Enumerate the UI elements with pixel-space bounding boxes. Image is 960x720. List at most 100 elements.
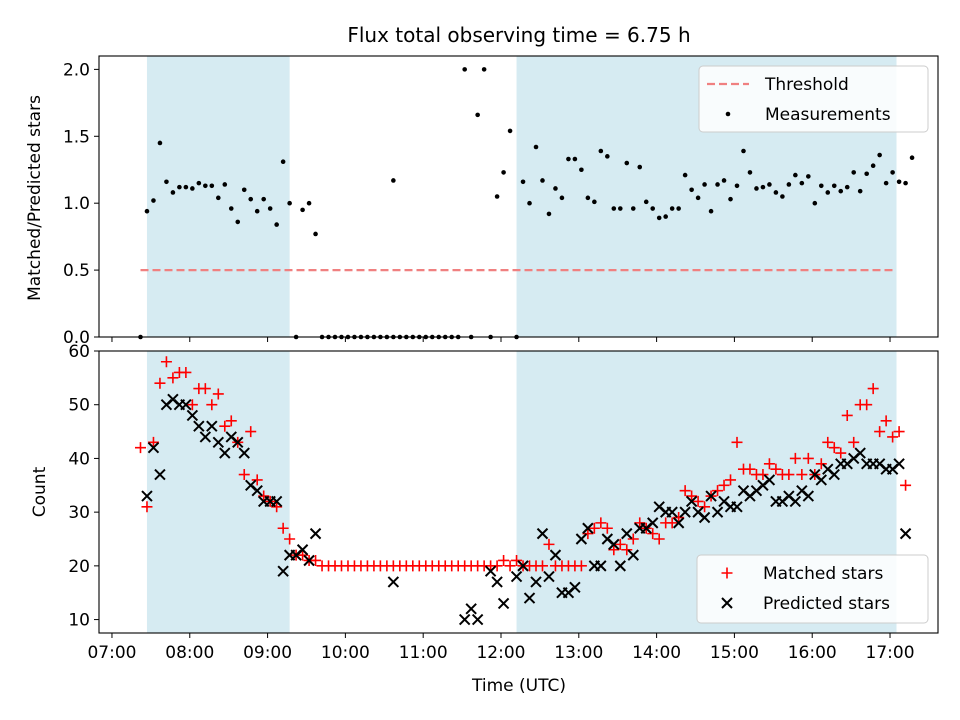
matched-star-point (219, 420, 231, 432)
x-tick-label: 14:00 (632, 643, 681, 663)
chart-title: Flux total observing time = 6.75 h (347, 23, 690, 47)
matched-star-point (238, 469, 250, 481)
matched-star-point (297, 549, 309, 561)
bottom-y-tick-label: 40 (68, 449, 90, 469)
measurement-point (494, 194, 500, 199)
measurement-point (222, 182, 228, 187)
x-tick-label: 09:00 (243, 643, 292, 663)
matched-star-point (271, 501, 283, 513)
top-y-tick-label: 2.0 (63, 60, 90, 80)
measurement-point (280, 159, 286, 165)
matched-star-point (848, 436, 860, 448)
matched-star-point (154, 377, 166, 389)
matched-star-point (627, 533, 639, 545)
matched-star-point (770, 463, 782, 475)
measurement-point (533, 144, 539, 150)
measurement-point (481, 67, 487, 72)
matched-star-point (835, 447, 847, 459)
predicted-star-point (672, 517, 685, 529)
matched-star-point (731, 436, 743, 448)
matched-star-point (206, 399, 218, 411)
measurement-point (228, 206, 234, 211)
predicted-star-point (789, 495, 802, 508)
measurement-point (287, 200, 292, 206)
measurement-point (890, 170, 895, 175)
predicted-star-point (536, 527, 549, 540)
measurement-point (183, 184, 189, 190)
measurement-point (391, 178, 396, 183)
measurement-point (780, 194, 785, 199)
measurement-point (216, 195, 221, 201)
measurement-point (267, 206, 273, 211)
measurement-point (909, 155, 915, 160)
predicted-star-point (154, 468, 166, 481)
predicted-star-point (303, 554, 315, 567)
predicted-star-point (543, 570, 555, 583)
measurement-point (572, 156, 578, 162)
measurement-point (721, 178, 727, 183)
measurement-point (760, 184, 766, 190)
measurement-point (838, 188, 844, 194)
predicted-star-point (569, 581, 581, 594)
matched-star-point (725, 474, 737, 486)
x-tick-label: 10:00 (321, 643, 370, 663)
bottom-panel: 10 20 30 40 50 60 07:00 08:00 09:00 10:00 11:00 12:… (68, 342, 939, 663)
measurement-point (773, 190, 779, 195)
predicted-star-point (854, 447, 866, 459)
measurement-point (235, 219, 241, 225)
matched-star-point (653, 533, 665, 545)
matched-star-point (504, 560, 516, 572)
legend-predicted-label: Predicted stars (763, 594, 890, 614)
predicted-star-point (549, 549, 562, 561)
matched-star-point (861, 399, 873, 411)
top-panel: 0.0 0.5 1.0 1.5 2.0 Threshold Measurements (63, 55, 939, 348)
matched-star-point (543, 538, 555, 550)
measurement-point (656, 215, 662, 221)
matched-star-point (167, 372, 179, 384)
measurement-point (825, 190, 831, 195)
measurement-point (527, 200, 532, 206)
predicted-star-point (731, 501, 743, 513)
matched-star-point (212, 388, 224, 400)
measurement-point (669, 206, 675, 211)
bottom-y-tick-label: 10 (68, 611, 90, 631)
legend-predicted-swatch (721, 597, 733, 609)
measurement-point (754, 186, 759, 191)
predicted-star-point (497, 597, 510, 610)
legend-matched-label: Matched stars (763, 564, 883, 584)
measurement-point (877, 152, 882, 158)
measurement-point (643, 199, 649, 205)
matched-star-point (880, 415, 892, 427)
measurement-point (196, 180, 202, 186)
measurement-point (501, 170, 506, 175)
measurement-point (702, 182, 707, 187)
top-y-tick-label: 1.0 (63, 194, 90, 214)
measurement-point (870, 163, 876, 169)
matched-star-point (796, 469, 808, 481)
measurement-point (844, 184, 850, 190)
matched-star-point (673, 512, 685, 524)
measurement-point (254, 208, 260, 214)
measurement-point (728, 196, 733, 202)
predicted-star-point (270, 495, 283, 508)
matched-star-point (744, 463, 756, 475)
matched-star-point (180, 366, 192, 378)
predicted-star-point (893, 458, 905, 470)
predicted-star-point (296, 544, 309, 556)
measurement-point (695, 195, 701, 201)
measurement-point (177, 184, 182, 190)
measurement-point (682, 172, 688, 178)
top-legend (698, 65, 929, 133)
predicted-star-point (608, 538, 620, 551)
measurement-point (566, 156, 571, 162)
measurement-point (261, 196, 266, 202)
predicted-star-point (666, 506, 678, 518)
measurement-point (546, 211, 552, 217)
matched-star-point (160, 356, 172, 368)
matched-star-point (310, 554, 322, 566)
predicted-star-point (491, 576, 503, 588)
measurement-point (650, 206, 656, 211)
measurement-point (144, 208, 150, 214)
measurement-point (806, 174, 811, 179)
